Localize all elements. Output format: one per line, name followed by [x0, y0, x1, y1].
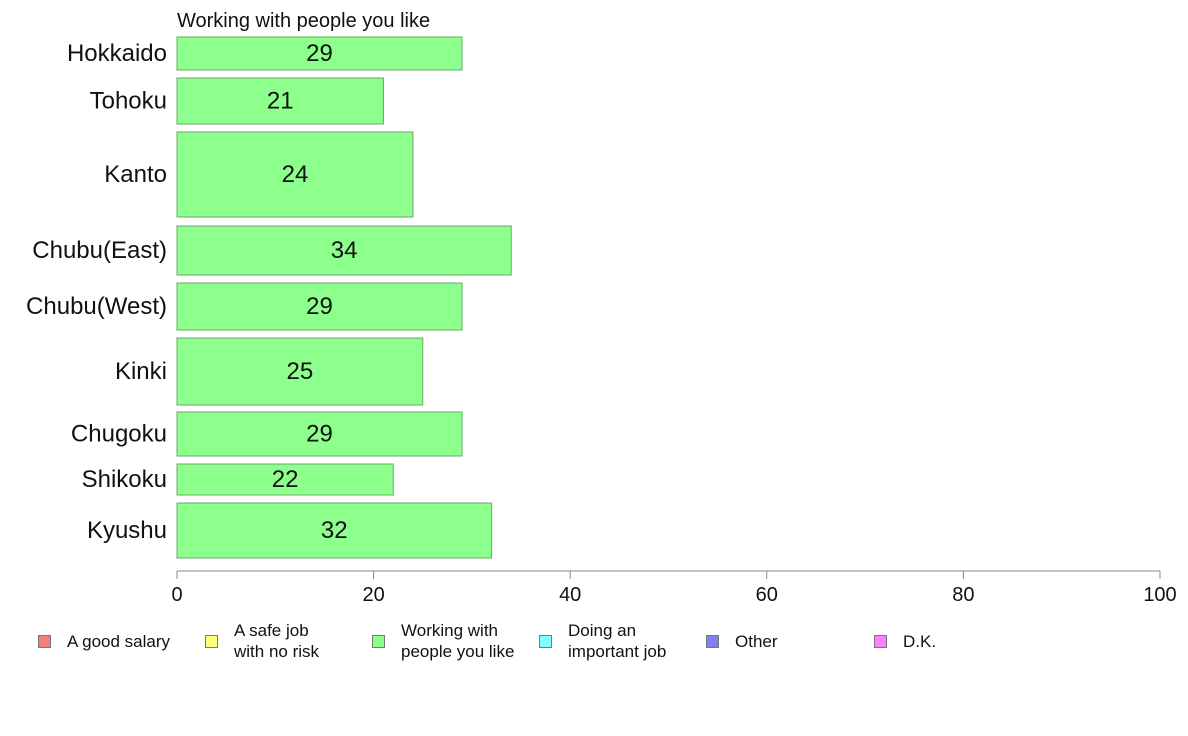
legend-label: A safe job with no risk [234, 621, 320, 661]
category-label: Kinki [115, 358, 167, 385]
bar [176, 131, 414, 218]
chart-title: Working with people you like [177, 10, 430, 32]
bar-value-label: 24 [282, 161, 309, 188]
bar [176, 282, 463, 331]
bar-value-label: 29 [306, 293, 333, 320]
legend-item: A good salary [38, 620, 170, 662]
legend-swatch [539, 634, 552, 648]
category-label: Tohoku [90, 88, 167, 115]
legend-item: A safe job with no risk [205, 620, 319, 662]
bar-value-label: 29 [306, 421, 333, 448]
bar-value-label: 34 [331, 237, 358, 264]
bar-value-label: 22 [272, 466, 299, 493]
bar [176, 411, 463, 457]
category-label: Chubu(West) [26, 293, 167, 320]
legend-swatch [372, 634, 385, 648]
category-label: Shikoku [82, 466, 167, 493]
legend-item: Doing an important job [539, 620, 666, 662]
x-tick-label: 40 [559, 584, 581, 606]
bar [176, 77, 384, 125]
x-tick-label: 100 [1143, 584, 1176, 606]
category-label: Kanto [104, 161, 167, 188]
bars-group: Hokkaido 29 Tohoku 21 Kanto 24 Chubu(East) 34 Ch… [26, 36, 512, 559]
legend-item: D.K. [874, 620, 936, 662]
bar-value-label: 32 [321, 517, 348, 544]
category-label: Hokkaido [67, 40, 167, 67]
bar [176, 225, 512, 276]
category-label: Chugoku [71, 421, 167, 448]
bar-value-label: 25 [287, 358, 314, 385]
x-tick-label: 20 [362, 584, 384, 606]
x-axis: 0 20 40 60 80 100 [171, 570, 1177, 606]
legend-label: D.K. [903, 631, 937, 651]
legend-label: A good salary [67, 631, 171, 651]
legend-swatch [706, 634, 719, 648]
legend-label: Doing an important job [568, 621, 667, 661]
legend-label: Working with people you like [401, 621, 515, 661]
x-tick-label: 80 [952, 584, 974, 606]
x-tick-label: 60 [756, 584, 778, 606]
legend-label: Other [735, 631, 778, 651]
bar [176, 463, 394, 496]
legend-swatch [205, 634, 218, 648]
bar-chart: Working with people you like Hokkaido 29 T… [26, 10, 1177, 606]
category-label: Chubu(East) [32, 237, 167, 264]
bar-value-label: 21 [267, 88, 294, 115]
bar [176, 502, 493, 559]
x-tick-label: 0 [171, 584, 182, 606]
bar [176, 337, 424, 406]
legend-item: Working with people you like [372, 620, 514, 662]
bar [176, 36, 463, 71]
category-label: Kyushu [87, 517, 167, 544]
legend-swatch [38, 634, 51, 648]
legend-item: Other [706, 620, 778, 662]
bar-value-label: 29 [306, 40, 333, 67]
legend: A good salary A safe job with no risk Work… [38, 620, 1168, 670]
legend-swatch [874, 634, 887, 648]
